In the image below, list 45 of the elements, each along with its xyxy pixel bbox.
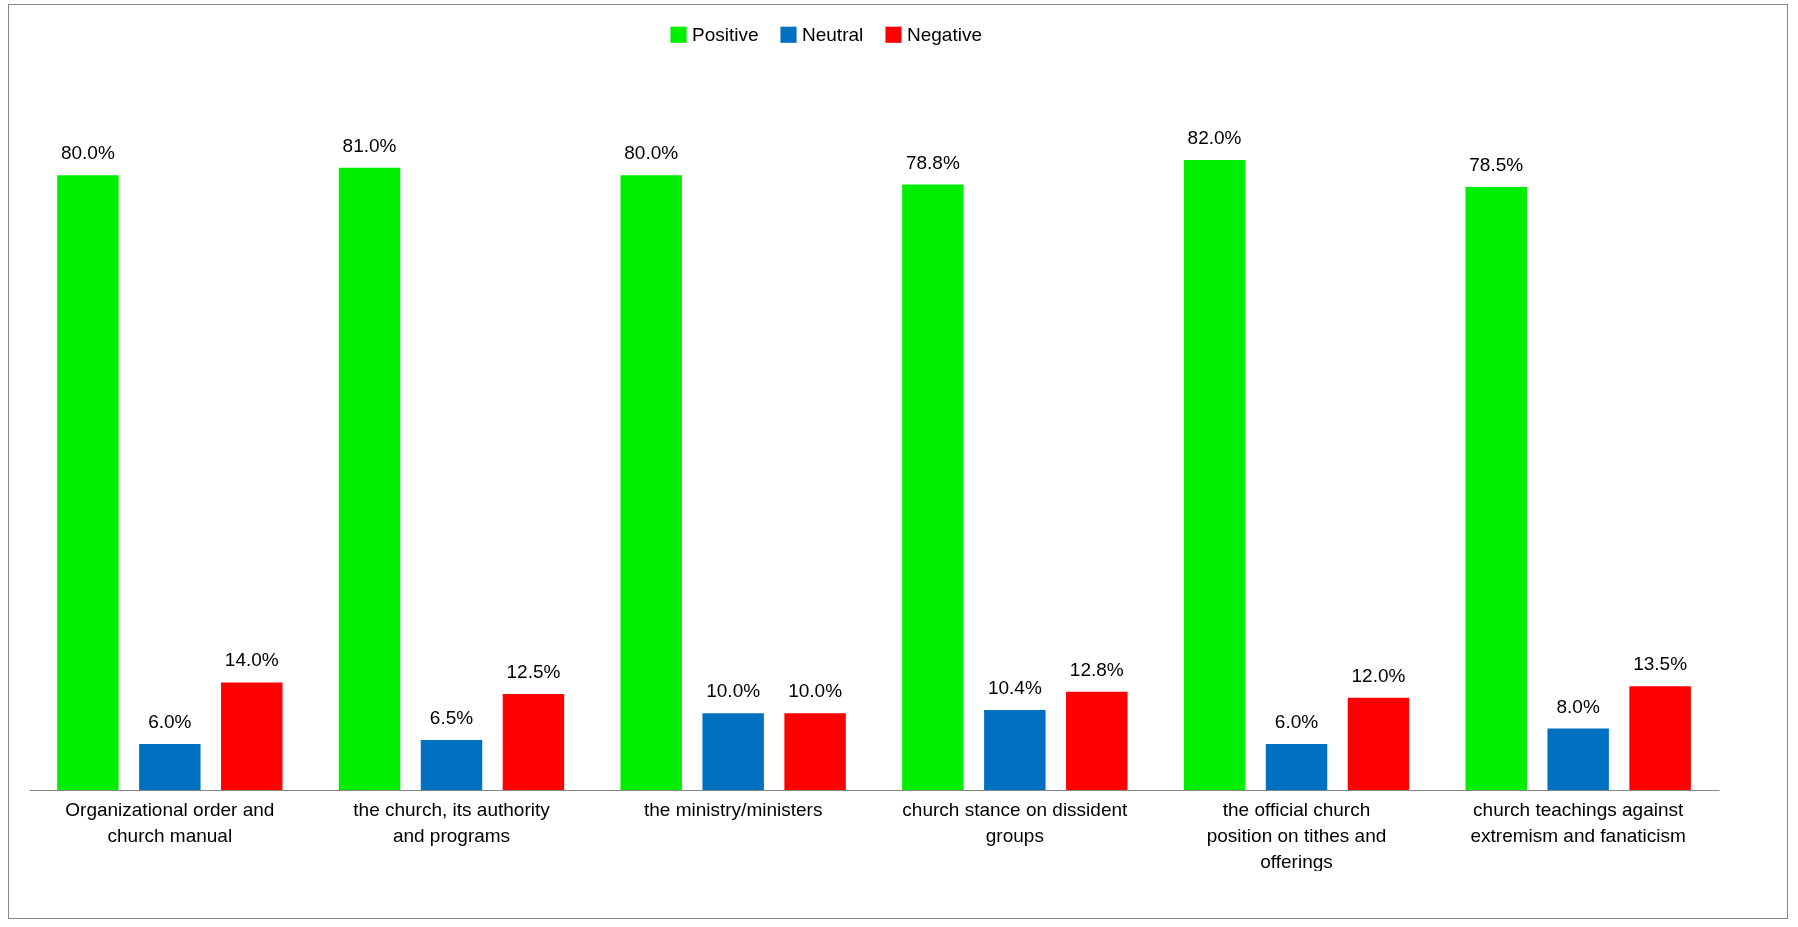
bar [1547, 728, 1609, 790]
bar [1066, 691, 1128, 790]
data-label: 10.0% [788, 680, 843, 702]
bar [221, 682, 283, 790]
x-tick-label: church stance on dissident groups [902, 798, 1129, 846]
data-label: 13.5% [1633, 653, 1688, 675]
bar [1465, 186, 1527, 790]
bar [57, 175, 119, 790]
data-label: 12.5% [506, 660, 561, 682]
bar [1265, 743, 1328, 790]
data-label: 78.5% [1469, 153, 1524, 175]
legend-label: Positive [692, 23, 759, 45]
data-label: 80.0% [60, 142, 115, 164]
bar [338, 167, 401, 790]
legend-label: Neutral [802, 23, 864, 45]
bar [420, 740, 483, 790]
data-label: 10.4% [987, 677, 1042, 699]
bar [984, 710, 1046, 790]
data-label: 81.0% [342, 134, 397, 156]
legend-label: Negative [907, 23, 982, 45]
data-label: 78.8% [905, 151, 960, 173]
x-tick-label: the ministry/ministers [643, 798, 823, 820]
data-label: 6.5% [429, 707, 474, 729]
bar [702, 713, 764, 790]
x-tick-label: church teachings against extremism and fanaticism [1470, 798, 1686, 846]
data-label: 10.0% [706, 680, 761, 702]
bar [139, 743, 201, 790]
x-tick-label: the official church position on tithes and offerings [1206, 798, 1387, 872]
x-tick-label: Organizational order and church manual [65, 798, 275, 846]
data-label: 6.0% [148, 710, 192, 732]
bar [1183, 160, 1246, 790]
data-label: 6.0% [1274, 710, 1319, 732]
bar [1629, 686, 1691, 790]
data-label: 12.8% [1069, 658, 1124, 680]
data-label: 82.0% [1187, 127, 1242, 148]
data-label: 12.0% [1351, 664, 1406, 686]
bar [502, 693, 565, 790]
bar [620, 175, 682, 790]
x-tick-label: the church, its authority and programs [353, 798, 551, 846]
data-label: 8.0% [1556, 695, 1600, 717]
data-label: 80.0% [624, 142, 679, 164]
data-label: 14.0% [224, 649, 279, 671]
bar [902, 184, 964, 790]
bar [1347, 697, 1410, 790]
bar [784, 713, 846, 790]
